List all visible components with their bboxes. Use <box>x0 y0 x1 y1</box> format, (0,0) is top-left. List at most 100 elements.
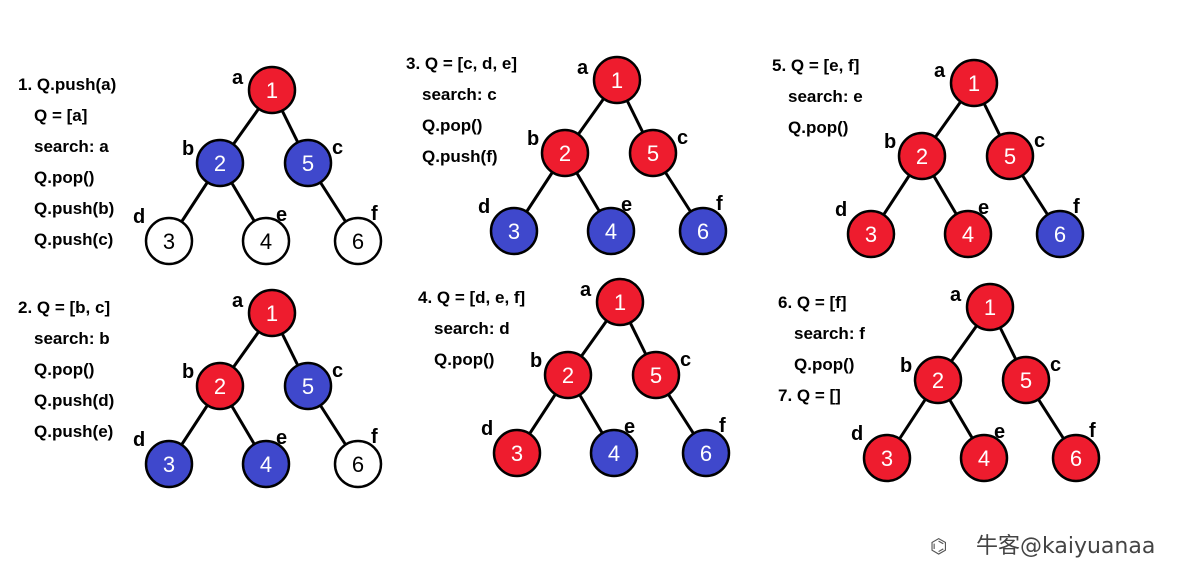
step-line: 7. Q = [] <box>778 386 841 405</box>
watermark-text: 牛客@kaiyuanaa <box>976 534 1155 559</box>
tree-node-label: e <box>994 421 1005 443</box>
step-line: Q.pop() <box>434 350 494 369</box>
tree-node-number: 1 <box>611 68 623 93</box>
step-line: Q.pop() <box>422 116 482 135</box>
panel-3: 3. Q = [c, d, e] search: c Q.pop() Q.push(f… <box>406 54 728 256</box>
tree-node-number: 6 <box>700 441 712 466</box>
step-line: Q.push(f) <box>422 147 498 166</box>
tree-node-label: d <box>835 199 847 221</box>
step-line: 2. Q = [b, c] <box>18 298 110 317</box>
tree-node-label: f <box>1073 196 1080 218</box>
tree-node-c <box>1001 355 1051 405</box>
step-line: Q.push(e) <box>34 422 113 441</box>
tree-node-d <box>492 428 542 478</box>
step-line: 3. Q = [c, d, e] <box>406 54 517 73</box>
tree-node-number: 3 <box>511 441 523 466</box>
tree-node-number: 5 <box>1004 144 1016 169</box>
tree-node-label: a <box>934 60 946 82</box>
tree-node-label: a <box>577 57 589 79</box>
tree-node-d <box>862 433 912 483</box>
tree-node-number: 6 <box>697 219 709 244</box>
tree-node-c <box>283 138 333 188</box>
tree-node-label: a <box>950 284 962 306</box>
tree-node-e <box>586 206 636 256</box>
step-line: Q.push(c) <box>34 230 113 249</box>
step-line: 6. Q = [f] <box>778 293 846 312</box>
tree-node-c <box>283 361 333 411</box>
tree-node-number: 6 <box>1054 222 1066 247</box>
tree-node-number: 3 <box>508 219 520 244</box>
tree-node-d <box>846 209 896 259</box>
tree-node-label: b <box>182 138 194 160</box>
tree-node-e <box>943 209 993 259</box>
tree-node-a <box>247 288 297 338</box>
tree-node-b <box>195 138 245 188</box>
tree-node-b <box>195 361 245 411</box>
tree-node-number: 6 <box>352 452 364 477</box>
tree-node-label: f <box>719 415 726 437</box>
tree-node-label: b <box>884 131 896 153</box>
step-line: search: f <box>794 324 865 343</box>
tree-node-label: c <box>332 137 343 159</box>
step-line: search: a <box>34 137 109 156</box>
tree-node-b <box>897 131 947 181</box>
tree-node-number: 2 <box>214 374 226 399</box>
tree-node-a <box>592 55 642 105</box>
watermark-icon: ⌬ <box>930 534 947 558</box>
tree-node-number: 3 <box>163 229 175 254</box>
tree-node-d <box>144 216 194 266</box>
step-line: Q.pop() <box>34 360 94 379</box>
tree-node-number: 3 <box>881 446 893 471</box>
tree-node-f <box>333 216 383 266</box>
tree-node-label: f <box>1089 420 1096 442</box>
tree-node-a <box>965 282 1015 332</box>
tree-node-f <box>333 439 383 489</box>
tree-node-label: a <box>232 67 244 89</box>
step-line: 4. Q = [d, e, f] <box>418 288 525 307</box>
tree-node-number: 2 <box>559 141 571 166</box>
tree-node-label: e <box>978 197 989 219</box>
tree-node-number: 4 <box>978 446 990 471</box>
tree-node-number: 5 <box>647 141 659 166</box>
tree-node-e <box>241 216 291 266</box>
tree-node-label: f <box>371 426 378 448</box>
tree-node-number: 4 <box>260 452 272 477</box>
tree-node-a <box>949 58 999 108</box>
panel-1: 1. Q.push(a) Q = [a] search: a Q.pop() Q.pus… <box>18 65 383 266</box>
tree-node-f <box>1051 433 1101 483</box>
step-line: search: d <box>434 319 510 338</box>
step-line: Q.pop() <box>34 168 94 187</box>
tree-node-number: 2 <box>916 144 928 169</box>
step-line: Q.pop() <box>794 355 854 374</box>
step-line: search: b <box>34 329 110 348</box>
tree-node-e <box>589 428 639 478</box>
tree-node-number: 2 <box>562 363 574 388</box>
tree-node-e <box>959 433 1009 483</box>
tree-node-d <box>144 439 194 489</box>
tree-node-label: b <box>900 355 912 377</box>
tree-node-label: e <box>276 204 287 226</box>
tree-node-number: 1 <box>984 295 996 320</box>
tree-node-e <box>241 439 291 489</box>
tree-node-b <box>543 350 593 400</box>
tree-node-b <box>540 128 590 178</box>
tree-node-label: e <box>621 194 632 216</box>
step-line: Q.pop() <box>788 118 848 137</box>
svg-text:⌬: ⌬ <box>930 534 947 558</box>
tree-node-c <box>628 128 678 178</box>
tree-node-label: a <box>580 279 592 301</box>
tree-node-number: 5 <box>302 151 314 176</box>
tree-node-number: 6 <box>1070 446 1082 471</box>
tree-node-label: d <box>133 206 145 228</box>
tree-node-number: 5 <box>1020 368 1032 393</box>
tree-node-number: 1 <box>614 290 626 315</box>
tree-node-label: d <box>478 196 490 218</box>
panel-2: 2. Q = [b, c] search: b Q.pop() Q.push(d) Q.… <box>18 288 383 489</box>
step-line: 1. Q.push(a) <box>18 75 116 94</box>
tree-node-number: 4 <box>608 441 620 466</box>
tree-node-d <box>489 206 539 256</box>
tree-node-number: 1 <box>266 78 278 103</box>
tree-node-label: d <box>851 423 863 445</box>
tree-node-c <box>985 131 1035 181</box>
